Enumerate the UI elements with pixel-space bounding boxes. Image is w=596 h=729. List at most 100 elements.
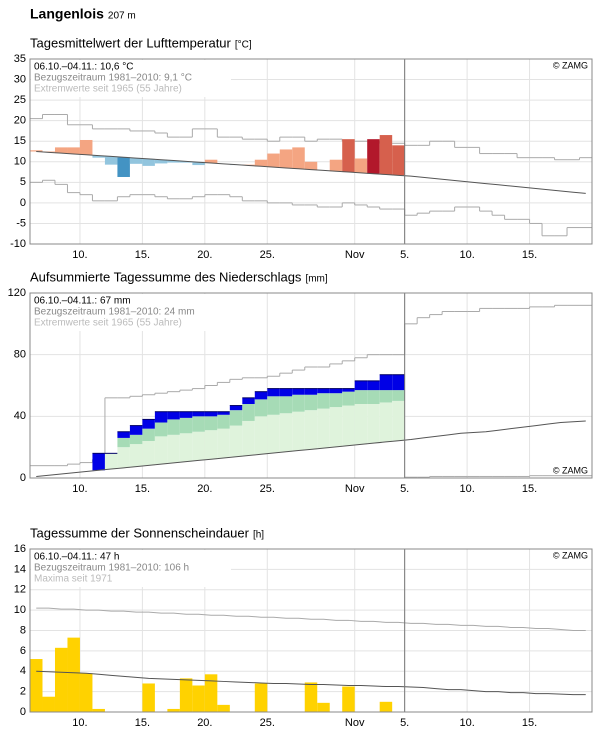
y-tick-label: 10 (14, 156, 26, 168)
reference-summary: Bezugszeitraum 1981–2010: 9,1 °C (34, 73, 192, 84)
normal-line (36, 670, 586, 696)
bar (317, 702, 330, 712)
observed-excess (367, 380, 380, 391)
y-tick-label: 35 (14, 53, 26, 65)
dark-band (117, 437, 130, 448)
chart-unit: [mm] (305, 274, 327, 285)
observed-excess (279, 388, 293, 397)
observed-excess (129, 425, 143, 435)
station-name: Langenlois (30, 6, 104, 22)
dark-band (292, 394, 305, 412)
y-tick-label: 0 (20, 197, 26, 209)
light-band (217, 428, 230, 458)
chart-unit: [h] (253, 530, 264, 541)
dark-band (242, 404, 255, 421)
observed-excess (192, 411, 205, 417)
light-band (179, 433, 193, 462)
x-tick-label: 15. (135, 483, 150, 495)
light-band (204, 430, 218, 460)
dark-band (304, 394, 318, 411)
y-tick-label: 0 (20, 472, 26, 484)
y-tick-label: 16 (14, 543, 26, 555)
legend-box (31, 550, 231, 587)
dark-band (154, 422, 168, 437)
light-band (342, 405, 355, 446)
observed-excess (92, 453, 105, 471)
y-tick-label: 12 (14, 584, 26, 596)
x-tick-label: 20. (197, 483, 212, 495)
bar (54, 147, 68, 154)
normal-line (36, 420, 586, 477)
dark-band (229, 410, 243, 426)
bar (30, 659, 43, 712)
y-tick-label: 15 (14, 135, 26, 147)
light-band (317, 408, 330, 449)
observed-excess (354, 380, 368, 391)
bar (342, 139, 355, 173)
reference-summary: Bezugszeitraum 1981–2010: 24 mm (34, 307, 195, 318)
bar (104, 156, 118, 165)
observed-excess (379, 374, 393, 391)
x-tick-label: 15. (522, 717, 537, 729)
x-tick-label: 10. (72, 249, 87, 261)
y-tick-label: 25 (14, 94, 26, 106)
bar (79, 673, 93, 712)
normal-line (36, 151, 586, 194)
bar (54, 647, 68, 712)
y-tick-label: 14 (14, 563, 26, 575)
x-tick-label: 10. (459, 249, 474, 261)
extremes-note: Maxima seit 1971 (34, 574, 113, 585)
x-tick-label: 25. (260, 249, 275, 261)
light-band (154, 436, 168, 465)
light-band (267, 414, 280, 454)
y-tick-label: 10 (14, 604, 26, 616)
x-tick-label: 25. (260, 717, 275, 729)
legend-box (31, 60, 231, 97)
chart-title: Tagesmittelwert der Lufttemperatur (30, 35, 232, 50)
bar (204, 674, 218, 712)
bar (304, 161, 318, 170)
dark-band (192, 416, 205, 432)
bar (354, 158, 368, 173)
dark-band (379, 390, 393, 403)
y-tick-label: -5 (16, 217, 26, 229)
light-band (329, 407, 343, 447)
copyright: © ZAMG (553, 550, 588, 560)
light-band (129, 444, 143, 467)
y-tick-label: 5 (20, 176, 26, 188)
dark-band (267, 396, 280, 415)
copyright: © ZAMG (553, 465, 588, 475)
dark-band (254, 399, 268, 417)
light-band (292, 411, 305, 451)
plot-border (29, 292, 593, 479)
y-tick-label: 8 (20, 624, 26, 636)
y-tick-label: 2 (20, 686, 26, 698)
y-tick-label: 20 (14, 115, 26, 127)
copyright: © ZAMG (553, 60, 588, 70)
light-band (104, 453, 118, 470)
bar (117, 157, 130, 177)
observed-excess (217, 411, 230, 415)
bar (192, 162, 205, 166)
x-tick-label: 20. (197, 717, 212, 729)
bar (217, 704, 230, 712)
x-tick-label: 10. (72, 717, 87, 729)
bar (292, 147, 305, 169)
bar (42, 696, 55, 712)
observed-excess (317, 388, 330, 394)
light-band (192, 431, 205, 461)
observed-excess (154, 411, 168, 423)
y-tick-label: 80 (14, 349, 26, 361)
period-summary: 06.10.–04.11.: 67 mm (34, 296, 131, 307)
x-tick-label: 10. (459, 717, 474, 729)
chart-title: Tagessumme der Sonnenscheindauer (30, 525, 250, 540)
y-tick-label: 6 (20, 645, 26, 657)
chart-title: Aufsummierte Tagessumme des Niederschlag… (30, 269, 302, 284)
light-band (367, 404, 380, 444)
bar (142, 158, 155, 166)
light-band (142, 441, 155, 466)
bar (79, 139, 93, 155)
observed-excess (329, 388, 343, 394)
y-tick-label: 40 (14, 410, 26, 422)
